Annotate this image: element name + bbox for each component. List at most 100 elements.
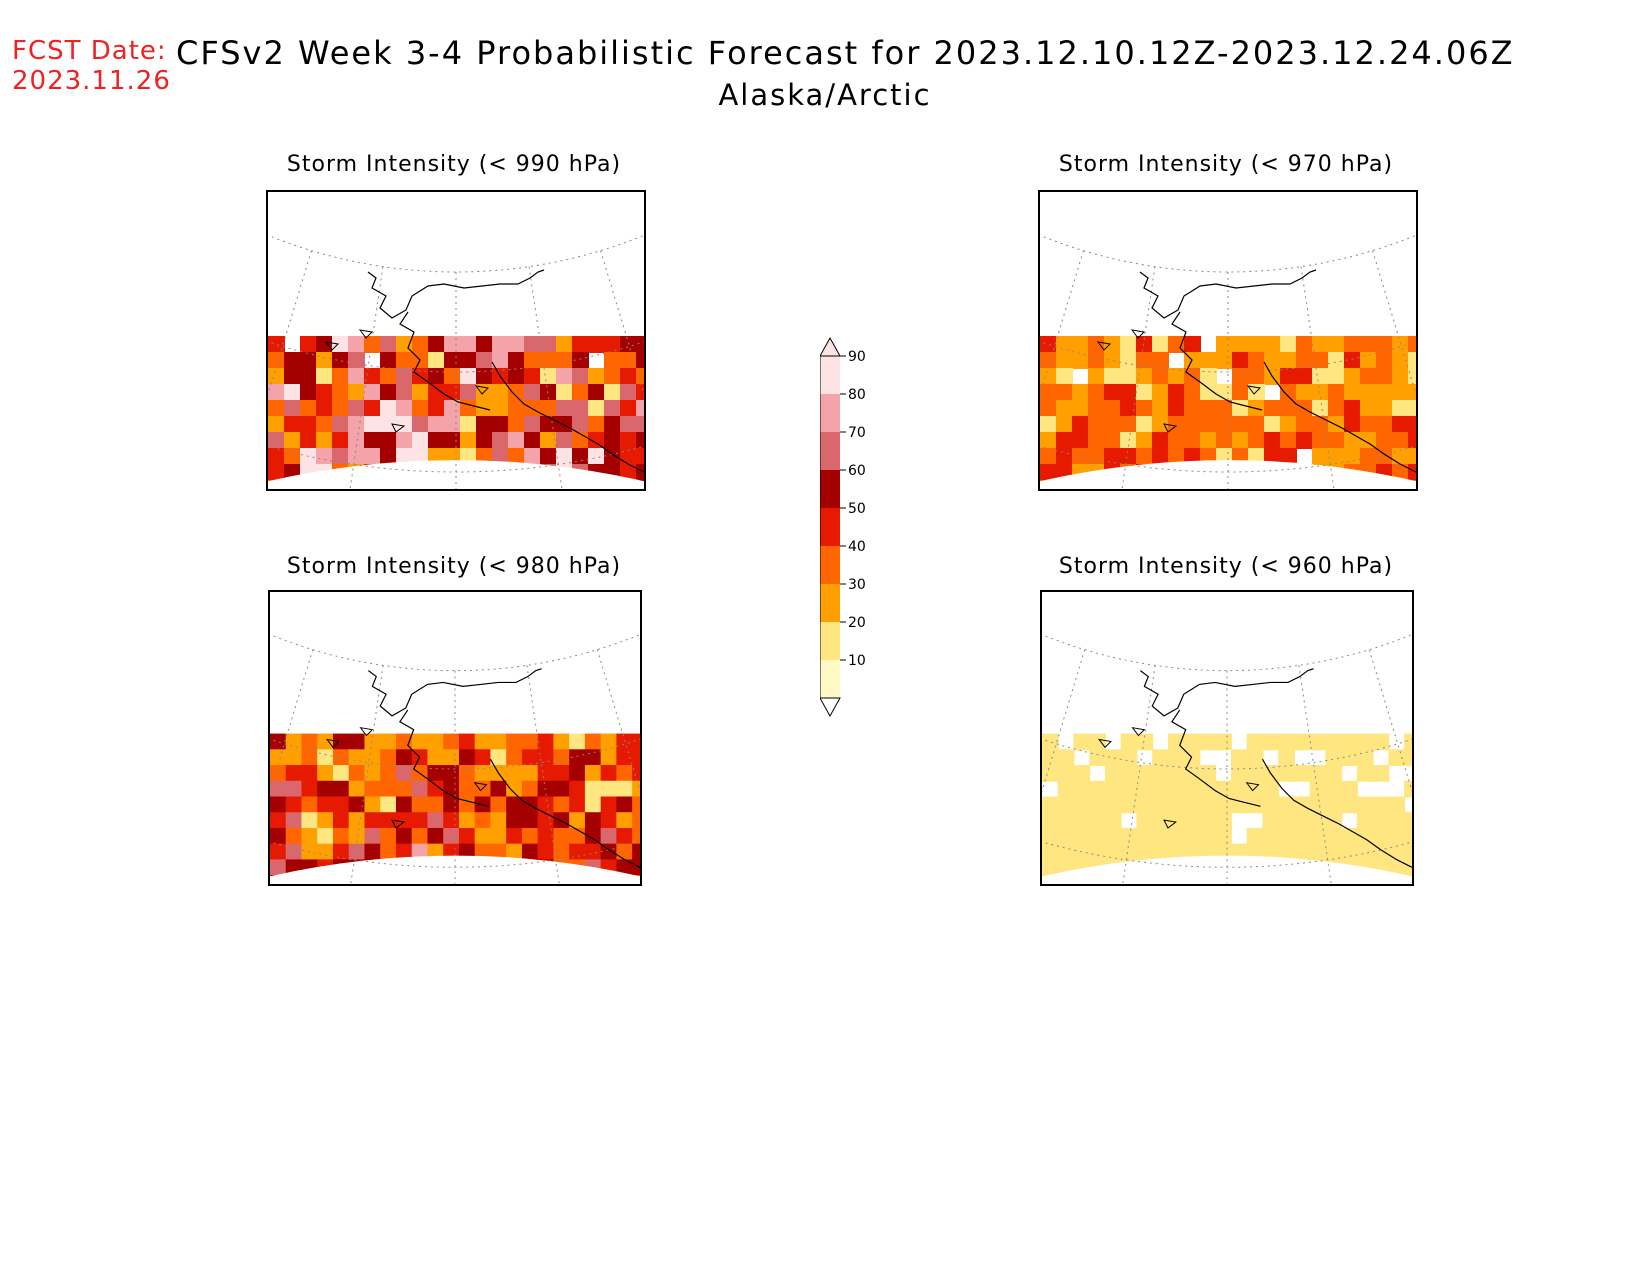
probability-cell [332, 480, 349, 489]
probability-cell [1073, 875, 1091, 884]
probability-cell [1376, 352, 1393, 369]
probability-cell [584, 843, 602, 861]
probability-cell [1262, 796, 1280, 814]
probability-cell [540, 352, 557, 369]
probability-cell [572, 384, 589, 401]
probability-cell [380, 765, 397, 782]
probability-cell [444, 480, 461, 489]
probability-cell [1344, 416, 1361, 433]
probability-cell [474, 843, 492, 861]
probability-cell [604, 384, 621, 401]
probability-cell [317, 733, 334, 751]
probability-cell [301, 733, 319, 751]
probability-cell [1344, 368, 1361, 385]
probability-cell [1360, 352, 1377, 369]
probability-cell [428, 368, 445, 385]
probability-cell [1360, 448, 1377, 465]
probability-cell [1104, 464, 1121, 481]
probability-cell [458, 780, 476, 798]
probability-cell [316, 400, 333, 417]
probability-cell [1248, 432, 1265, 449]
probability-cell [632, 780, 640, 798]
probability-cell [1184, 400, 1201, 417]
probability-cell [332, 352, 349, 369]
probability-cell [588, 448, 605, 465]
panel-title: Storm Intensity (< 980 hPa) [286, 554, 622, 579]
probability-cell [492, 384, 509, 401]
probability-cell [396, 480, 413, 489]
probability-cell [476, 448, 493, 465]
probability-cell [1088, 464, 1105, 481]
probability-cell [316, 368, 333, 385]
probability-cell [364, 432, 381, 449]
probability-cell [508, 432, 525, 449]
probability-cell [1296, 368, 1313, 385]
probability-cell [1120, 384, 1137, 401]
probability-cell [1230, 859, 1248, 877]
probability-cell [1280, 432, 1297, 449]
probability-cell [1089, 843, 1106, 861]
probability-cell [1344, 336, 1361, 353]
probability-cell [1040, 336, 1057, 353]
probability-cell [1073, 859, 1091, 877]
probability-cell [1392, 400, 1409, 417]
probability-cell [569, 733, 586, 751]
probability-cell [1344, 464, 1361, 481]
probability-cell [1152, 448, 1169, 465]
longitude-line [526, 665, 560, 884]
probability-cell [380, 336, 397, 353]
probability-cell [1408, 368, 1416, 385]
probability-cell [1215, 812, 1232, 829]
probability-cell [1293, 827, 1311, 845]
probability-cell [380, 448, 397, 465]
probability-cell [380, 432, 397, 449]
probability-cell [632, 749, 640, 767]
probability-cell [1278, 733, 1295, 751]
probability-cell [1392, 480, 1409, 489]
probability-cell [1296, 464, 1313, 481]
probability-cell [1216, 464, 1233, 481]
probability-cell [604, 368, 621, 385]
probability-cell [1312, 416, 1329, 433]
probability-cell [380, 480, 397, 489]
probability-cell [1356, 859, 1374, 877]
probability-cell [616, 875, 634, 884]
colorbar-tick-label: 50 [848, 501, 866, 517]
probability-cell [604, 352, 621, 369]
probability-cell [380, 416, 397, 433]
probability-cell [1341, 859, 1358, 877]
probability-cell [1056, 464, 1073, 481]
probability-cell [332, 368, 349, 385]
probability-cell [1280, 480, 1297, 489]
probability-cell [1344, 352, 1361, 369]
probability-cell [1152, 765, 1169, 782]
probability-cell [1248, 352, 1265, 369]
probability-cell [1200, 432, 1217, 449]
probability-cell [476, 384, 493, 401]
probability-cell [1408, 400, 1416, 417]
probability-cell [1360, 384, 1377, 401]
probability-cell [600, 843, 618, 861]
probability-cell [506, 765, 523, 782]
probability-cell [524, 448, 541, 465]
probability-cell [1262, 827, 1280, 845]
probability-cell [1408, 480, 1416, 489]
probability-cell [1341, 875, 1358, 884]
island-outline [1246, 385, 1262, 395]
probability-cell [1372, 843, 1390, 861]
probability-cell [1376, 432, 1393, 449]
probability-cell [1042, 733, 1059, 751]
probability-cell [604, 448, 621, 465]
probability-cell [1042, 843, 1059, 861]
probability-cell [284, 432, 301, 449]
probability-cell [1372, 827, 1390, 845]
probability-cell [348, 384, 365, 401]
probability-cell [444, 368, 461, 385]
probability-cell [1309, 765, 1327, 782]
probability-cell [1057, 875, 1075, 884]
probability-cell [537, 859, 555, 877]
probability-cell [1168, 480, 1185, 489]
colorbar-swatch [820, 432, 840, 470]
probability-cell [1042, 827, 1059, 845]
probability-cell [521, 780, 539, 798]
